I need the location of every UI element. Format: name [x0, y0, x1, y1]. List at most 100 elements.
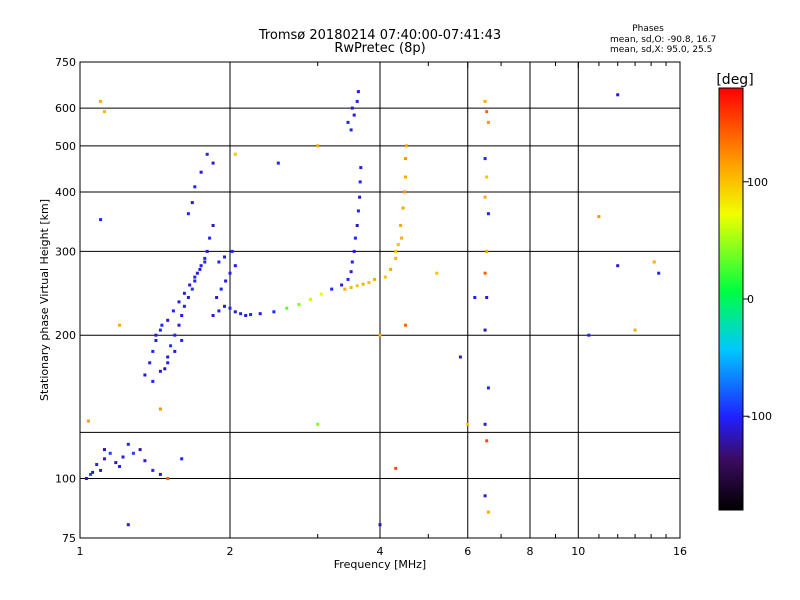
- data-point: [485, 175, 489, 179]
- phases-o-mode: mean, sd,O: -90.8, 16.7: [610, 35, 716, 45]
- data-point: [205, 249, 209, 253]
- data-point: [483, 157, 487, 161]
- data-point: [378, 523, 382, 527]
- data-point: [84, 477, 88, 480]
- data-point: [404, 157, 407, 161]
- data-point: [485, 439, 489, 443]
- data-point: [103, 448, 106, 452]
- data-point: [228, 271, 232, 275]
- data-point: [163, 367, 167, 371]
- data-point: [95, 463, 99, 466]
- data-point: [466, 422, 470, 426]
- y-tick-label: 200: [55, 329, 76, 342]
- data-point: [193, 275, 197, 279]
- data-point: [403, 190, 406, 194]
- data-point: [99, 218, 103, 222]
- data-point: [193, 279, 197, 283]
- data-point: [217, 260, 221, 264]
- data-point: [458, 355, 462, 359]
- data-point: [355, 284, 359, 288]
- phases-title: Phases: [632, 24, 664, 34]
- colorbar-ticks: 100 0 -100: [743, 176, 772, 423]
- data-point: [316, 422, 320, 426]
- data-point: [151, 468, 155, 472]
- data-point: [208, 236, 212, 240]
- data-point: [486, 510, 490, 514]
- data-point: [652, 260, 656, 264]
- data-point: [211, 161, 215, 165]
- x-axis-label: Frequency [MHz]: [334, 558, 426, 571]
- data-point: [89, 472, 93, 476]
- data-point: [103, 457, 106, 461]
- data-point: [180, 314, 184, 317]
- data-point: [158, 472, 162, 476]
- data-point: [160, 323, 164, 327]
- data-point: [373, 277, 376, 281]
- colorbar-tick-label: 0: [747, 293, 754, 306]
- data-point: [195, 271, 199, 275]
- data-point: [223, 255, 226, 259]
- y-tick-label: 100: [55, 473, 76, 486]
- data-point: [396, 243, 400, 247]
- data-point: [158, 407, 162, 411]
- data-point: [126, 442, 130, 446]
- data-point: [356, 209, 360, 213]
- data-point: [171, 309, 175, 313]
- data-point: [330, 287, 334, 291]
- data-point: [361, 282, 365, 286]
- data-point: [244, 314, 248, 317]
- data-point: [148, 361, 152, 365]
- data-point: [400, 236, 404, 240]
- colorbar-tick-label: 100: [747, 176, 768, 189]
- data-point: [359, 166, 363, 170]
- data-point: [485, 296, 489, 299]
- data-point: [151, 379, 155, 383]
- data-point: [198, 267, 202, 271]
- data-point: [215, 296, 219, 299]
- data-point: [180, 457, 184, 461]
- data-point: [205, 152, 209, 156]
- data-point: [352, 249, 356, 253]
- y-axis-label: Stationary phase Virtual Height [km]: [38, 199, 51, 401]
- data-point: [394, 249, 398, 253]
- data-point: [486, 120, 490, 124]
- data-point: [224, 279, 228, 283]
- data-point: [483, 494, 487, 498]
- data-point: [308, 297, 312, 301]
- data-point: [211, 314, 215, 317]
- data-point: [401, 206, 405, 210]
- data-point: [154, 339, 158, 342]
- data-point: [91, 470, 95, 474]
- data-point: [118, 465, 121, 468]
- data-point: [233, 264, 237, 268]
- data-point: [219, 287, 223, 291]
- data-point: [143, 459, 147, 463]
- colorbar-unit-label: [deg]: [716, 72, 753, 88]
- data-point: [285, 306, 289, 310]
- data-point: [340, 283, 344, 287]
- data-point: [633, 328, 637, 332]
- data-point: [249, 313, 253, 317]
- data-point: [276, 161, 280, 165]
- data-point: [349, 270, 353, 274]
- data-point: [272, 310, 276, 314]
- data-point: [182, 291, 186, 295]
- data-point: [180, 339, 184, 342]
- chart-title: Tromsø 20180214 07:40:00-07:41:43: [258, 28, 501, 43]
- data-point: [399, 224, 403, 227]
- data-point: [193, 185, 197, 189]
- data-point: [616, 93, 620, 97]
- grid-layer: [80, 62, 680, 538]
- data-point: [203, 256, 207, 260]
- tick-layer: 1 2 4 6 8 10 16 75 100 200 300 400 500 600 750: [55, 56, 687, 558]
- colorbar: [718, 87, 744, 511]
- chart-subtitle: RwPretec (8p): [334, 41, 425, 56]
- data-point: [217, 309, 221, 313]
- data-point: [87, 419, 90, 423]
- y-tick-label: 400: [55, 186, 76, 199]
- data-point: [199, 170, 203, 174]
- data-point: [483, 271, 487, 275]
- data-point: [657, 271, 661, 275]
- data-point: [151, 349, 155, 353]
